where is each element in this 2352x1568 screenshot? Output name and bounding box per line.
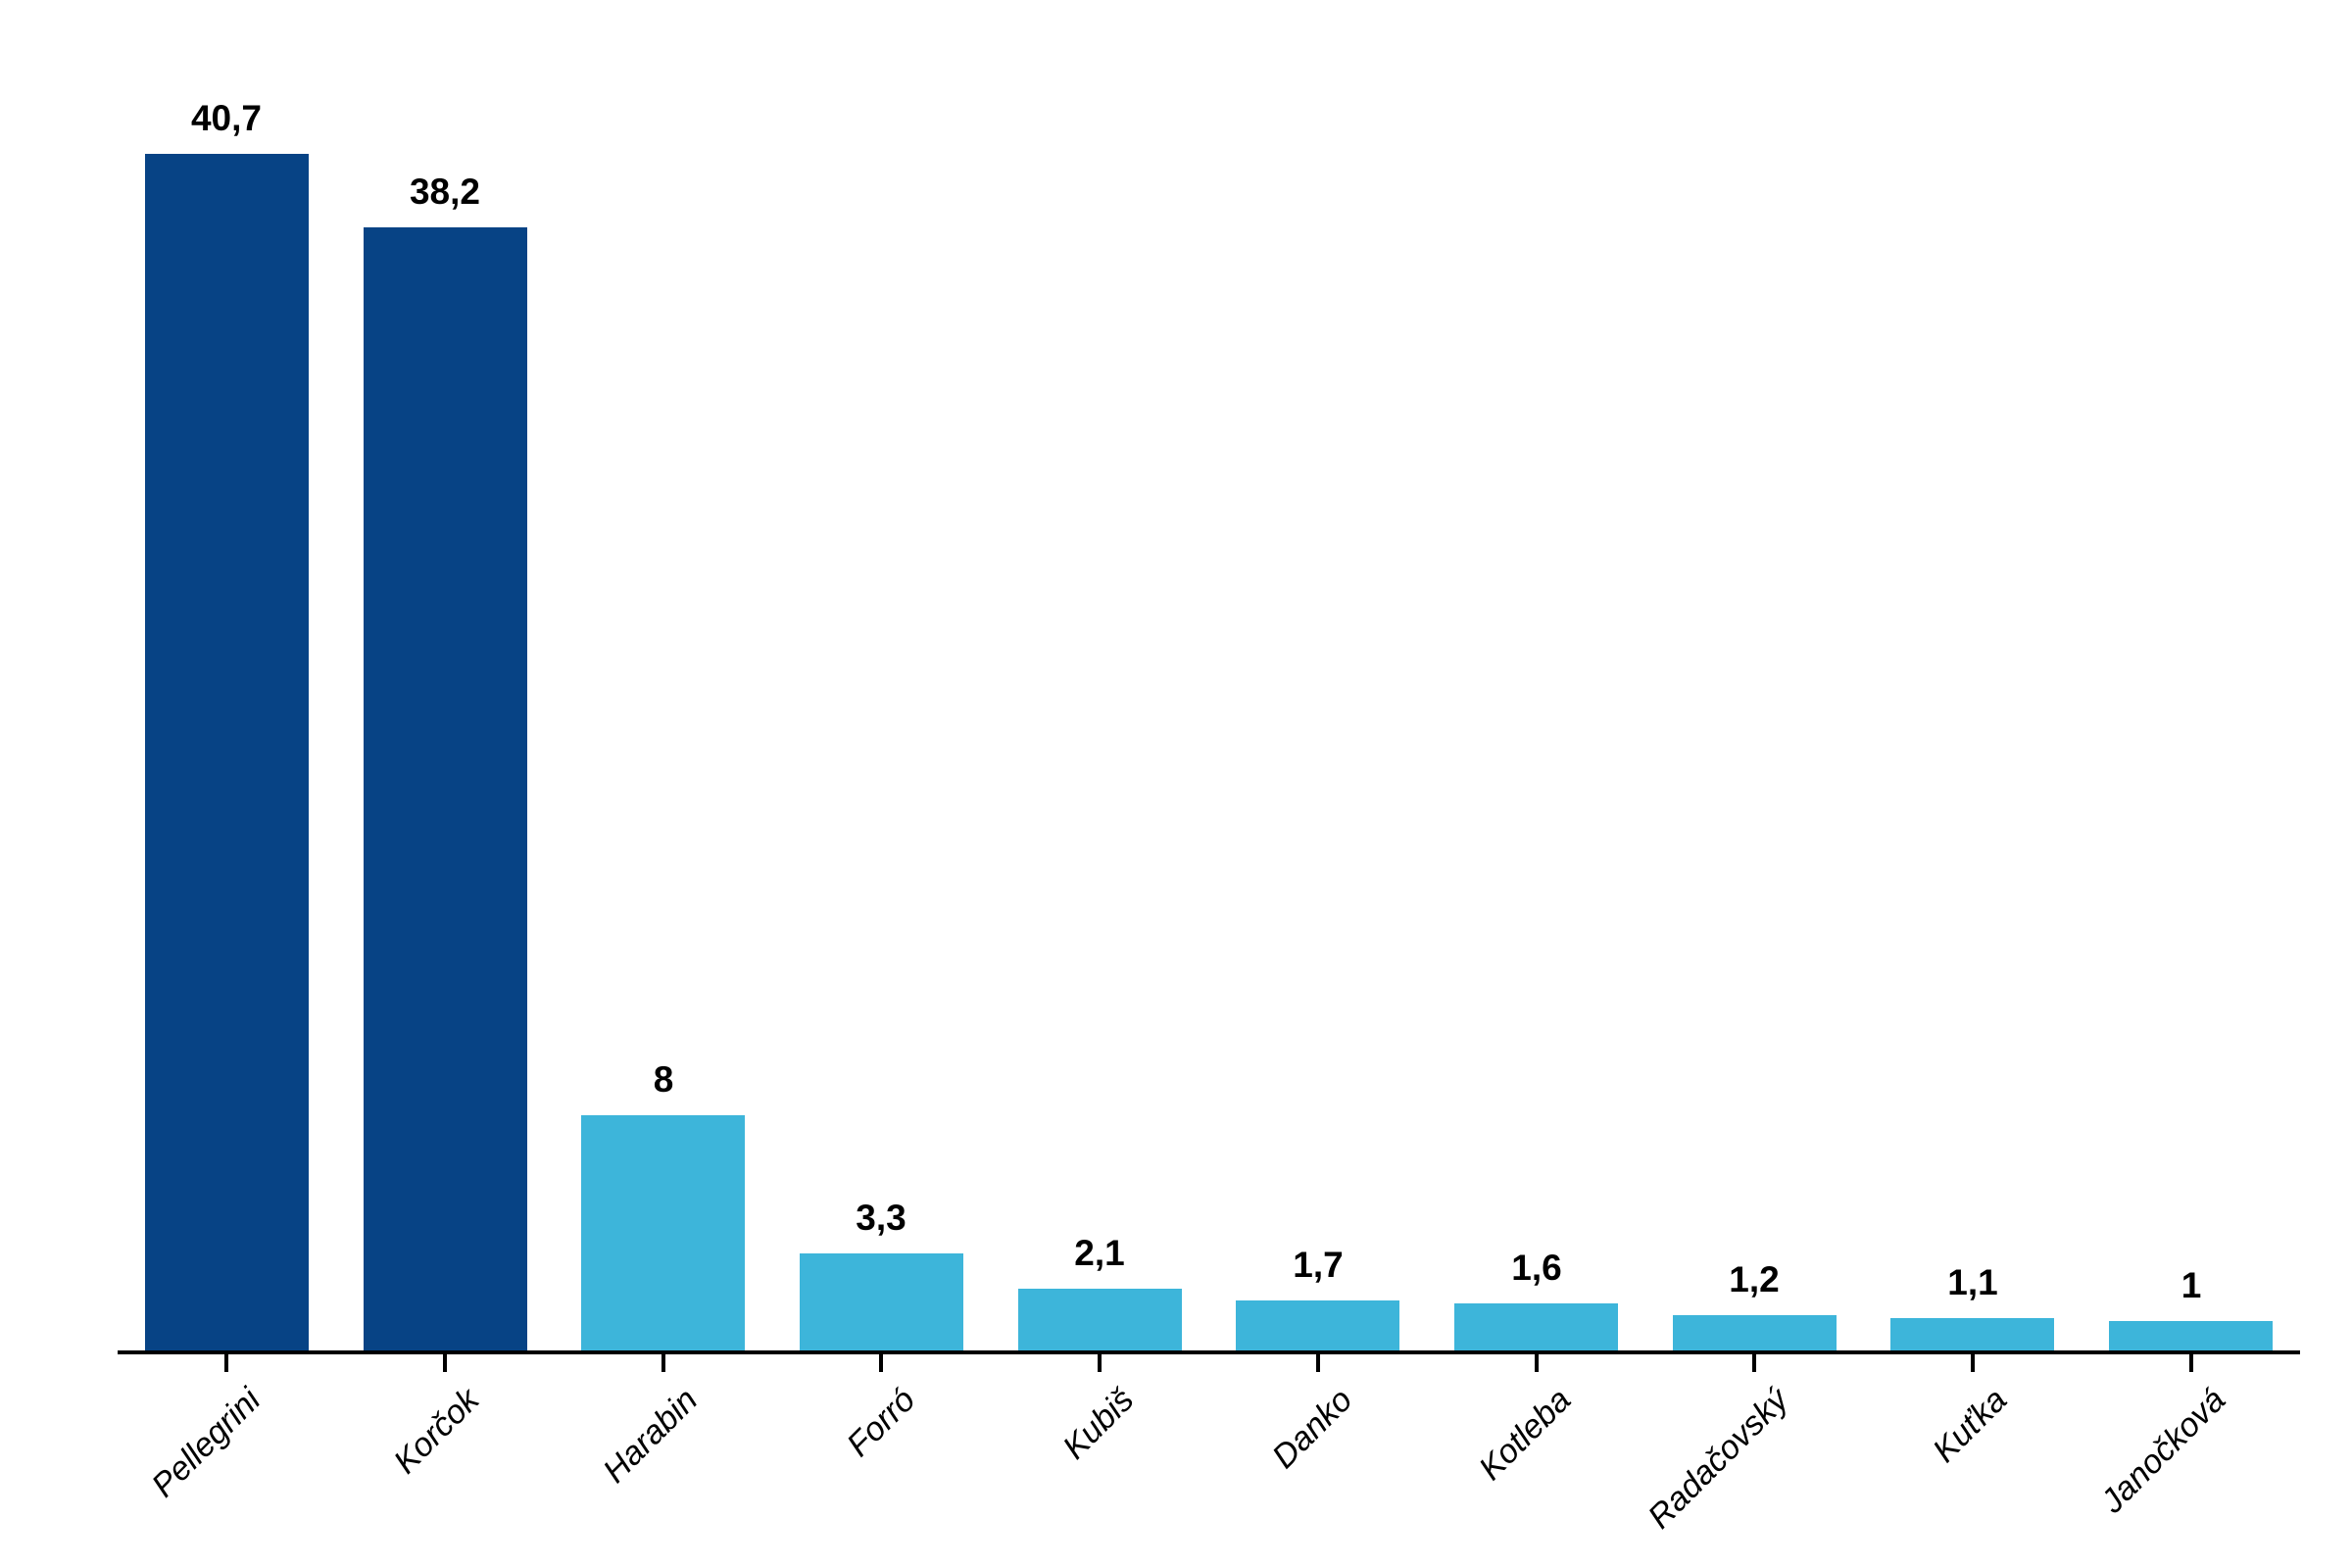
bar xyxy=(364,227,527,1350)
bar-value-label: 38,2 xyxy=(409,172,480,212)
bar-value-label: 2,1 xyxy=(1074,1233,1125,1273)
bar-value-label: 1,7 xyxy=(1293,1245,1344,1285)
bar-value-label: 40,7 xyxy=(190,98,262,138)
bar xyxy=(581,1115,745,1350)
x-axis-tick xyxy=(1971,1354,1975,1372)
bar xyxy=(1890,1318,2054,1350)
x-axis-tick xyxy=(1098,1354,1102,1372)
x-axis-tick xyxy=(662,1354,665,1372)
x-axis-tick xyxy=(224,1354,228,1372)
x-axis-tick xyxy=(1316,1354,1320,1372)
bar xyxy=(1236,1300,1399,1350)
bar xyxy=(145,154,309,1350)
bar xyxy=(800,1253,963,1350)
bar xyxy=(1018,1289,1182,1350)
bar-value-label: 3,3 xyxy=(856,1198,906,1238)
bar xyxy=(1673,1315,1837,1350)
x-axis-tick xyxy=(1752,1354,1756,1372)
x-axis-tick xyxy=(443,1354,447,1372)
bar-value-label: 1,6 xyxy=(1511,1248,1562,1288)
bar-value-label: 8 xyxy=(653,1059,674,1100)
x-axis-tick xyxy=(1535,1354,1539,1372)
bar-value-label: 1,1 xyxy=(1947,1262,1998,1302)
bar-value-label: 1,2 xyxy=(1729,1259,1780,1299)
bar xyxy=(2109,1321,2273,1350)
x-axis-label: Pellegrini xyxy=(144,1381,269,1505)
bar-value-label: 1 xyxy=(2180,1265,2202,1305)
x-axis-tick xyxy=(879,1354,883,1372)
x-axis-line xyxy=(118,1350,2300,1354)
bar xyxy=(1454,1303,1618,1350)
x-axis-tick xyxy=(2189,1354,2193,1372)
